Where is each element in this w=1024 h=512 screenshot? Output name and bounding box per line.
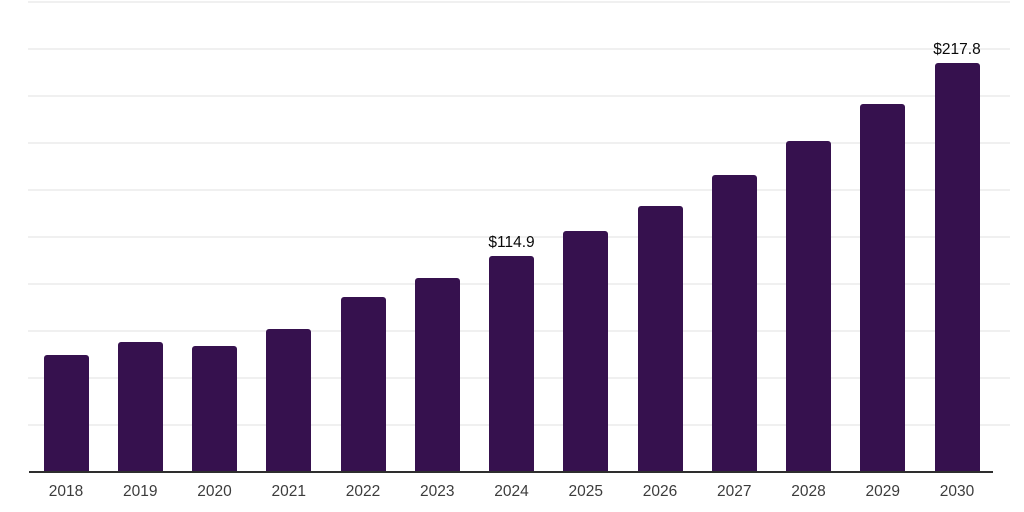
x-tick-2025: 2025 — [568, 483, 603, 500]
x-tick-2030: 2030 — [939, 483, 975, 500]
x-tick-2027: 2027 — [717, 483, 752, 500]
x-tick-2029: 2029 — [865, 483, 900, 500]
x-tick-2018: 2018 — [48, 483, 84, 500]
x-axis-line — [29, 471, 993, 473]
x-tick-2021: 2021 — [271, 483, 306, 500]
gridline-250 — [28, 1, 1010, 3]
x-tick-2022: 2022 — [345, 483, 381, 500]
x-tick-2019: 2019 — [123, 483, 158, 500]
gridline-125 — [28, 236, 1010, 238]
bar-2029 — [860, 104, 906, 472]
x-tick-2024: 2024 — [494, 483, 529, 500]
bar-2019 — [117, 342, 163, 472]
bar-2026 — [637, 205, 683, 472]
gridline-150 — [28, 189, 1010, 191]
bar-2025 — [563, 230, 609, 472]
x-tick-2023: 2023 — [420, 483, 455, 500]
bar-2020 — [192, 346, 237, 472]
gridline-175 — [28, 142, 1010, 144]
bar-2023 — [414, 277, 460, 472]
bar-2030 — [934, 62, 980, 472]
bar-2028 — [786, 141, 831, 472]
value-label-2030: $217.8 — [933, 40, 981, 58]
value-label-2024: $114.9 — [488, 233, 535, 251]
bar-2027 — [711, 175, 757, 472]
gridline-225 — [28, 48, 1010, 50]
x-tick-2026: 2026 — [642, 483, 678, 500]
bar-2021 — [266, 328, 312, 472]
gridline-200 — [28, 95, 1010, 97]
bar-2018 — [43, 355, 89, 472]
x-tick-2028: 2028 — [791, 483, 826, 500]
x-tick-2020: 2020 — [197, 483, 232, 500]
bar-2024 — [489, 255, 534, 472]
bar-2022 — [340, 296, 386, 472]
